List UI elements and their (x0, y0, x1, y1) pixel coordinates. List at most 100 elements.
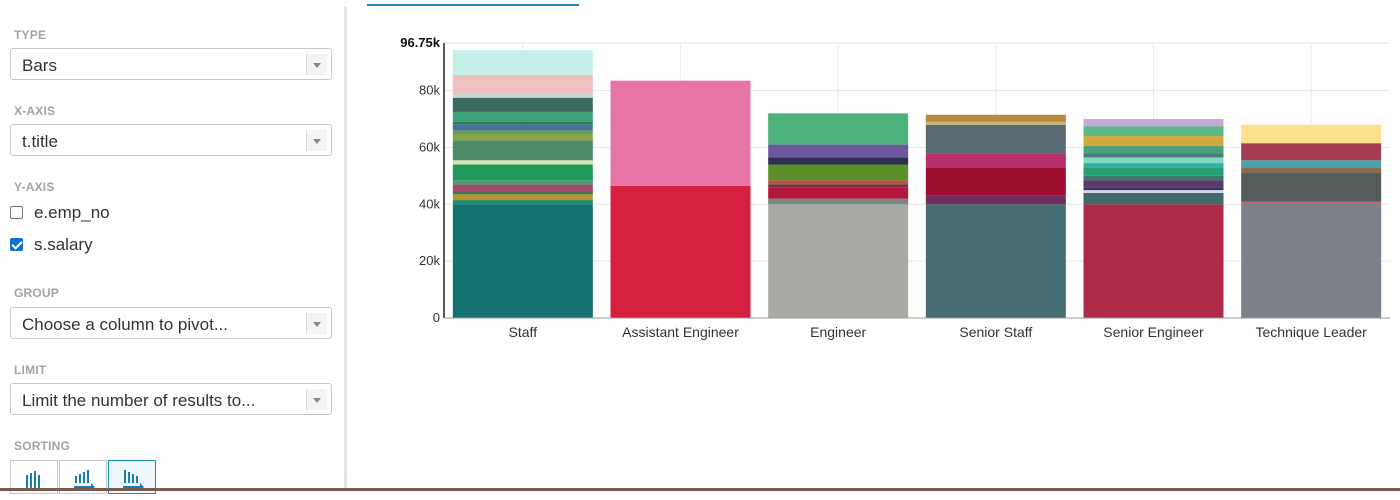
bar-segment[interactable] (1083, 136, 1224, 147)
chart-bars (452, 50, 1382, 318)
bar-segment[interactable] (452, 121, 593, 125)
bar-senior-engineer[interactable] (1083, 119, 1224, 318)
type-select-value: Bars (22, 56, 57, 75)
x-tick-label: Senior Staff (959, 324, 1032, 340)
bar-segment[interactable] (452, 200, 593, 205)
bar-segment[interactable] (452, 194, 593, 201)
bar-segment[interactable] (1083, 126, 1224, 137)
salary-checkbox[interactable] (10, 238, 23, 251)
bar-segment[interactable] (1083, 119, 1224, 127)
bar-segment[interactable] (1083, 153, 1224, 158)
group-select[interactable]: Choose a column to pivot... (10, 307, 332, 339)
y-tick-label: 96.75k (400, 35, 441, 50)
bar-segment[interactable] (610, 80, 751, 186)
bar-segment[interactable] (925, 124, 1066, 154)
type-label: TYPE (14, 28, 47, 42)
bar-segment[interactable] (768, 184, 909, 188)
bar-segment[interactable] (452, 124, 593, 131)
bar-segment[interactable] (768, 157, 909, 165)
bar-segment[interactable] (1083, 192, 1224, 205)
bar-segment[interactable] (768, 198, 909, 205)
bar-segment[interactable] (925, 121, 1066, 125)
emp-no-checkbox[interactable] (10, 206, 23, 219)
bar-segment[interactable] (925, 204, 1066, 318)
limit-select[interactable]: Limit the number of results to... (10, 383, 332, 415)
bar-segment[interactable] (452, 140, 593, 161)
x-tick-label: Assistant Engineer (622, 324, 739, 340)
bar-segment[interactable] (768, 144, 909, 158)
bar-segment[interactable] (1241, 124, 1382, 144)
active-tab-indicator (367, 4, 579, 6)
bar-segment[interactable] (768, 187, 909, 199)
bar-segment[interactable] (925, 167, 1066, 196)
x-axis-select-value: t.title (22, 132, 58, 151)
group-label: GROUP (14, 286, 60, 300)
bar-segment[interactable] (452, 50, 593, 75)
bar-engineer[interactable] (768, 113, 909, 318)
visualization-settings-panel: TYPE Bars X-AXIS t.title Y-AXIS e.emp_no… (0, 0, 344, 494)
x-tick-label: Technique Leader (1256, 324, 1368, 340)
chevron-down-icon[interactable] (306, 130, 327, 151)
bar-segment[interactable] (1241, 143, 1382, 161)
bar-assistant-engineer[interactable] (610, 80, 751, 318)
bar-segment[interactable] (1241, 173, 1382, 202)
bar-segment[interactable] (452, 97, 593, 112)
bar-segment[interactable] (1083, 180, 1224, 188)
bar-segment[interactable] (452, 130, 593, 135)
chevron-down-icon[interactable] (306, 389, 327, 410)
y-tick-label: 40k (419, 196, 440, 211)
bar-segment[interactable] (768, 164, 909, 181)
bar-segment[interactable] (452, 164, 593, 181)
salary-label: s.salary (34, 235, 93, 254)
bar-segment[interactable] (1083, 163, 1224, 168)
panel-divider[interactable] (344, 6, 347, 491)
bar-segment[interactable] (452, 204, 593, 318)
bar-staff[interactable] (452, 50, 593, 318)
bar-segment[interactable] (1083, 146, 1224, 154)
bar-chart-icon (26, 471, 40, 489)
limit-select-placeholder: Limit the number of results to... (22, 391, 256, 410)
y-tick-label: 60k (419, 139, 440, 154)
x-tick-label: Senior Engineer (1103, 324, 1204, 340)
bar-segment[interactable] (1083, 204, 1224, 318)
bar-segment[interactable] (452, 93, 593, 98)
bar-segment[interactable] (1083, 187, 1224, 191)
bar-segment[interactable] (610, 185, 751, 318)
x-axis-select[interactable]: t.title (10, 124, 332, 156)
bar-segment[interactable] (1241, 160, 1382, 168)
bar-segment[interactable] (1241, 202, 1382, 318)
y-tick-label: 20k (419, 253, 440, 268)
bar-segment[interactable] (1083, 167, 1224, 176)
bar-segment[interactable] (452, 160, 593, 165)
bar-segment[interactable] (1083, 175, 1224, 181)
bar-segment[interactable] (452, 180, 593, 185)
bar-segment[interactable] (768, 180, 909, 185)
bar-technique-leader[interactable] (1241, 124, 1382, 318)
bar-segment[interactable] (925, 153, 1066, 168)
bar-segment[interactable] (925, 114, 1066, 122)
stacked-bar-chart: 0 20k 40k 60k 80k 96.75k Staff Assistant Engine… (400, 35, 1390, 340)
bar-segment[interactable] (1083, 157, 1224, 164)
sorting-label: SORTING (14, 439, 71, 453)
chart-axes: 0 20k 40k 60k 80k 96.75k Staff Assistant Engine… (400, 35, 1390, 340)
bar-segment[interactable] (452, 111, 593, 122)
chevron-down-icon[interactable] (306, 313, 327, 334)
limit-label: LIMIT (14, 363, 47, 377)
bar-segment[interactable] (925, 195, 1066, 205)
group-select-placeholder: Choose a column to pivot... (22, 315, 229, 334)
y-tick-label: 80k (419, 83, 440, 98)
bar-segment[interactable] (1241, 201, 1382, 203)
bar-segment[interactable] (768, 113, 909, 145)
bar-segment[interactable] (452, 184, 593, 192)
chevron-down-icon[interactable] (306, 54, 327, 75)
bar-segment[interactable] (768, 204, 909, 318)
bar-segment[interactable] (452, 134, 593, 141)
bar-segment[interactable] (1241, 167, 1382, 174)
bar-segment[interactable] (452, 74, 593, 94)
window-bottom-border (0, 488, 1400, 491)
bar-segment[interactable] (1083, 190, 1224, 193)
type-select[interactable]: Bars (10, 48, 332, 80)
x-tick-label: Staff (509, 324, 538, 340)
bar-senior-staff[interactable] (925, 114, 1066, 318)
bar-segment[interactable] (452, 191, 593, 195)
